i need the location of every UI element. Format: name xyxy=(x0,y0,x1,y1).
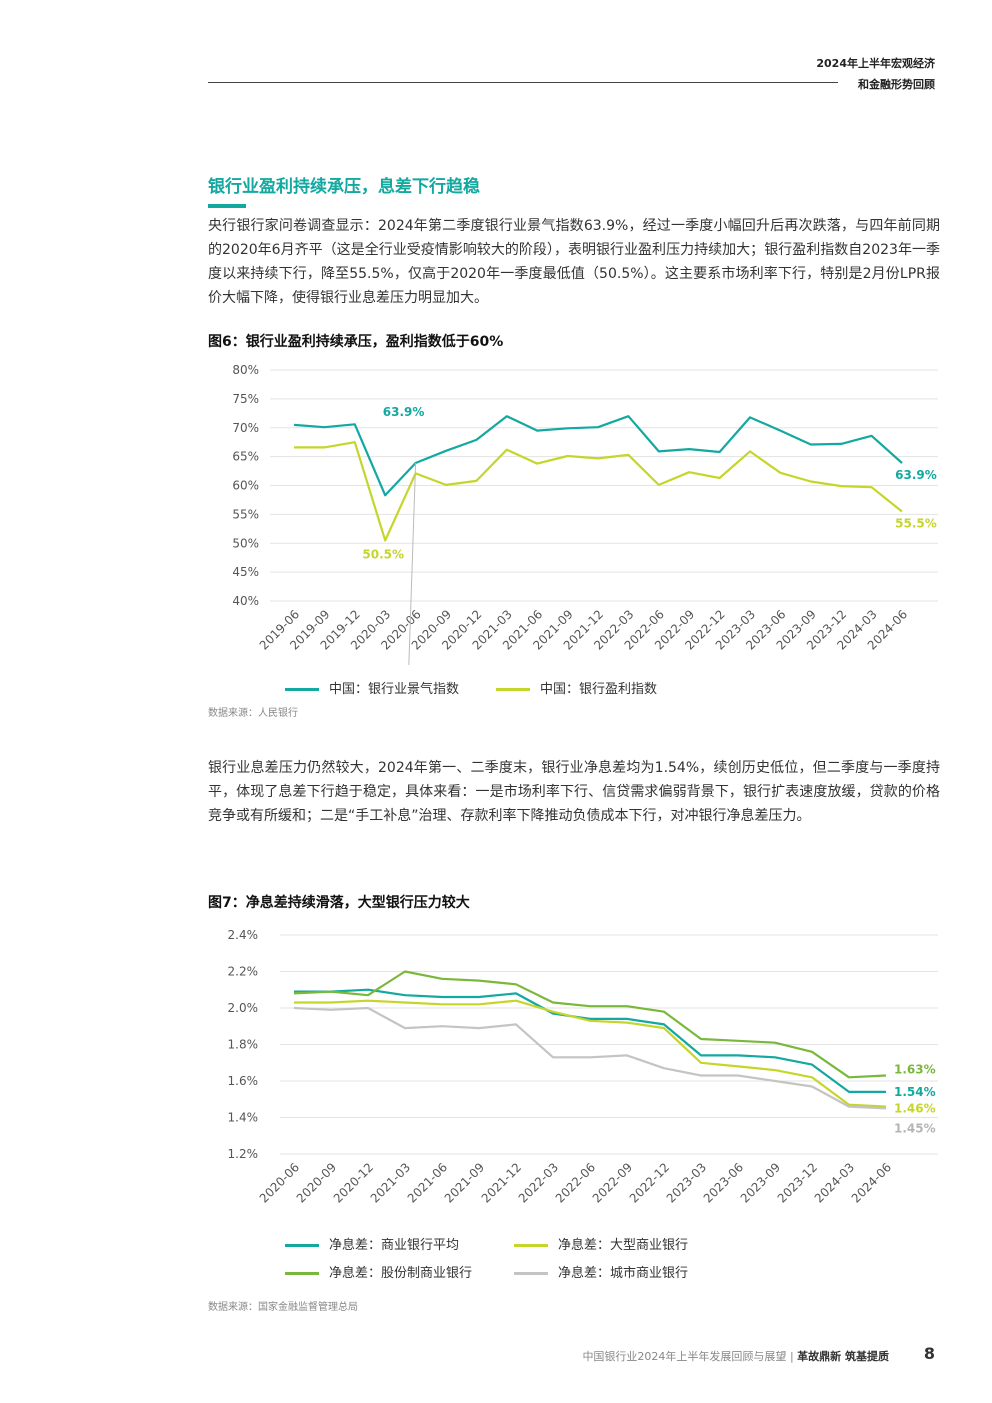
figure7-legend-item-2: 净息差：大型商业银行 xyxy=(514,1234,688,1253)
legend-label: 净息差：大型商业银行 xyxy=(558,1238,689,1253)
y-tick-label: 45% xyxy=(232,565,259,579)
x-tick-label: 2024-03 xyxy=(812,1160,857,1205)
section-title: 银行业盈利持续承压，息差下行趋稳 xyxy=(208,177,480,197)
figure7-legend-item-4: 净息差：城市商业银行 xyxy=(514,1262,688,1281)
series-line-3 xyxy=(293,970,887,1079)
series-line-2 xyxy=(294,441,903,542)
paragraph-1: 央行银行家问卷调查显示：2024年第二季度银行业景气指数63.9%，经过一季度小… xyxy=(208,218,940,306)
section-title-underline xyxy=(208,204,246,208)
x-tick-label: 2022-06 xyxy=(553,1160,598,1205)
y-tick-label: 65% xyxy=(232,450,259,464)
footer-text: 中国银行业2024年上半年发展回顾与展望 xyxy=(582,1350,787,1363)
figure6-title: 图6：银行业盈利持续承压，盈利指数低于60% xyxy=(208,334,504,350)
figure7-chart: 1.2%1.4%1.6%1.8%2.0%2.2%2.4%2020-062020-… xyxy=(228,928,938,1206)
data-label: 63.9% xyxy=(383,405,425,419)
figure7-title: 图7：净息差持续滑落，大型银行压力较大 xyxy=(208,895,470,911)
x-tick-label: 2022-03 xyxy=(516,1160,561,1205)
y-tick-label: 1.6% xyxy=(228,1074,259,1088)
data-label: 63.9% xyxy=(895,468,937,482)
x-tick-label: 2021-03 xyxy=(368,1160,413,1205)
legend-swatch-teal xyxy=(285,1244,319,1247)
legend-swatch-yellowgreen xyxy=(514,1244,548,1247)
figure6-source: 数据来源：人民银行 xyxy=(208,708,298,719)
y-tick-label: 75% xyxy=(232,392,259,406)
y-tick-label: 50% xyxy=(232,536,259,550)
x-tick-label: 2020-12 xyxy=(331,1160,376,1205)
y-tick-label: 70% xyxy=(232,421,259,435)
page-number: 8 xyxy=(923,1344,935,1363)
y-tick-label: 1.8% xyxy=(228,1038,259,1052)
x-tick-label: 2021-12 xyxy=(479,1160,524,1205)
y-tick-label: 2.2% xyxy=(228,965,259,979)
series-line-2 xyxy=(294,999,887,1108)
figure6-chart: 40%45%50%55%60%65%70%75%80%2019-062019-0… xyxy=(232,363,938,665)
header-line2: 和金融形势回顾 xyxy=(858,78,935,91)
data-label: 50.5% xyxy=(362,547,404,561)
data-label: 55.5% xyxy=(895,516,937,530)
legend-label: 中国：银行业景气指数 xyxy=(329,682,460,697)
data-label: 1.45% xyxy=(894,1121,936,1135)
legend-label: 中国：银行盈利指数 xyxy=(540,682,658,697)
series-line-1 xyxy=(294,988,886,1093)
paragraph-2: 银行业息差压力仍然较大，2024年第一、二季度末，银行业净息差均为1.54%，续… xyxy=(208,760,940,824)
legend-label: 净息差：股份制商业银行 xyxy=(329,1266,473,1281)
x-tick-label: 2023-03 xyxy=(664,1160,709,1205)
series-line-1 xyxy=(293,415,903,497)
legend-label: 净息差：城市商业银行 xyxy=(558,1266,689,1281)
y-tick-label: 40% xyxy=(232,594,259,608)
figure6-legend-item-2: 中国：银行盈利指数 xyxy=(496,678,657,697)
x-tick-label: 2021-06 xyxy=(405,1160,450,1205)
figure7-source: 数据来源：国家金融监督管理总局 xyxy=(208,1302,358,1313)
y-tick-label: 2.4% xyxy=(228,928,259,942)
legend-label: 净息差：商业银行平均 xyxy=(329,1238,460,1253)
legend-swatch-green xyxy=(285,1272,319,1275)
series-line-4 xyxy=(293,1006,887,1110)
legend-swatch-yellowgreen xyxy=(496,688,530,691)
annotation-leader xyxy=(408,462,417,665)
figure7-legend-item-3: 净息差：股份制商业银行 xyxy=(285,1262,472,1281)
y-tick-label: 1.4% xyxy=(228,1111,259,1125)
x-tick-label: 2023-12 xyxy=(775,1160,820,1205)
x-tick-label: 2023-09 xyxy=(738,1160,783,1205)
x-tick-label: 2020-09 xyxy=(294,1160,339,1205)
header-rule xyxy=(208,82,838,83)
footer: 中国银行业2024年上半年发展回顾与展望 | 革故鼎新 筑基提质 xyxy=(582,1348,889,1364)
header-line1: 2024年上半年宏观经济 xyxy=(816,57,935,70)
x-tick-label: 2022-09 xyxy=(590,1160,635,1205)
legend-swatch-teal xyxy=(285,688,319,691)
figure6-legend-item-1: 中国：银行业景气指数 xyxy=(285,678,459,697)
y-tick-label: 1.2% xyxy=(228,1147,259,1161)
x-tick-label: 2024-06 xyxy=(849,1160,894,1205)
data-label: 1.46% xyxy=(894,1102,936,1116)
footer-slogan: 革故鼎新 筑基提质 xyxy=(797,1350,889,1363)
x-tick-label: 2020-06 xyxy=(257,1160,302,1205)
data-label: 1.63% xyxy=(894,1063,936,1077)
footer-separator: | xyxy=(789,1350,794,1363)
y-tick-label: 80% xyxy=(232,363,259,377)
y-tick-label: 2.0% xyxy=(228,1001,259,1015)
x-tick-label: 2022-12 xyxy=(627,1160,672,1205)
figure7-legend-item-1: 净息差：商业银行平均 xyxy=(285,1234,459,1253)
y-tick-label: 60% xyxy=(232,479,259,493)
legend-swatch-gray xyxy=(514,1272,548,1275)
y-tick-label: 55% xyxy=(232,507,259,521)
x-tick-label: 2023-06 xyxy=(701,1160,746,1205)
x-tick-label: 2021-09 xyxy=(442,1160,487,1205)
data-label: 1.54% xyxy=(894,1085,936,1099)
